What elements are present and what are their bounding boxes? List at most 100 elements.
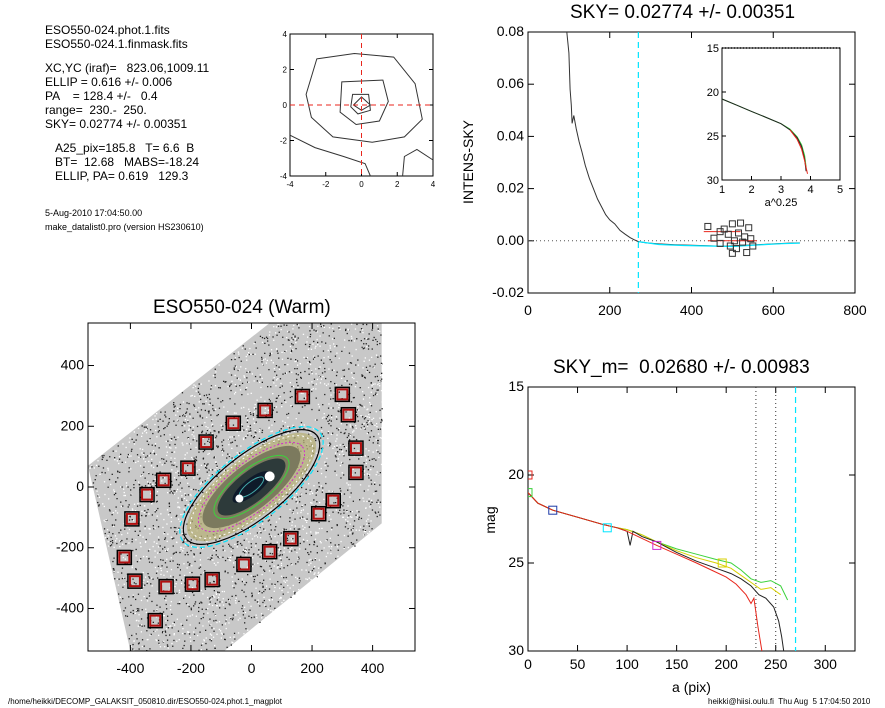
noise-dot <box>204 409 206 412</box>
noise-dot <box>232 617 234 619</box>
noise-dot <box>218 431 220 433</box>
mag-x-tick-label: 250 <box>764 656 788 672</box>
noise-dot <box>255 432 257 434</box>
noise-dot <box>195 615 197 617</box>
noise-dot <box>143 452 145 454</box>
noise-dot <box>193 437 196 439</box>
noise-dot <box>141 485 143 488</box>
noise-dot <box>347 484 349 486</box>
noise-dot <box>101 471 103 474</box>
noise-dot <box>340 493 343 495</box>
noise-dot <box>273 584 276 586</box>
footer-user-date: heikki@hiisi.oulu.fi Thu Aug 5 17:04:50 … <box>708 697 871 706</box>
noise-dot <box>130 549 133 551</box>
noise-dot <box>291 547 293 549</box>
noise-dot <box>200 589 202 592</box>
noise-dot <box>248 408 250 410</box>
noise-dot <box>316 545 318 547</box>
contour-line <box>305 52 423 143</box>
noise-dot <box>304 548 307 550</box>
noise-dot <box>215 435 218 437</box>
noise-dot <box>215 614 217 616</box>
noise-dot <box>247 354 249 356</box>
noise-dot <box>192 426 194 428</box>
noise-dot <box>248 381 250 383</box>
noise-dot <box>290 358 292 360</box>
noise-dot <box>146 440 148 442</box>
noise-dot <box>275 326 278 328</box>
noise-dot <box>152 418 154 421</box>
noise-dot <box>362 348 364 350</box>
noise-dot <box>205 394 208 396</box>
noise-dot <box>213 562 215 564</box>
noise-dot <box>181 546 183 549</box>
noise-dot <box>275 349 278 351</box>
noise-dot <box>169 634 171 636</box>
noise-dot <box>320 378 322 380</box>
noise-dot <box>250 605 252 607</box>
noise-dot <box>160 559 162 561</box>
noise-dot <box>381 363 383 365</box>
noise-dot <box>135 568 137 571</box>
noise-dot <box>332 511 334 513</box>
noise-dot <box>315 388 317 390</box>
noise-dot <box>254 430 256 432</box>
noise-dot <box>301 406 304 408</box>
noise-dot <box>352 532 354 534</box>
noise-dot <box>349 439 351 441</box>
noise-dot <box>263 528 265 530</box>
noise-dot <box>207 440 209 442</box>
sky-y-tick-label: -0.02 <box>492 284 524 300</box>
noise-dot <box>184 504 187 507</box>
noise-dot <box>279 430 281 432</box>
noise-dot <box>261 337 264 339</box>
noise-dot <box>291 396 293 398</box>
noise-dot <box>154 474 156 476</box>
noise-dot <box>354 472 356 474</box>
noise-dot <box>178 569 181 571</box>
noise-dot <box>377 442 379 444</box>
noise-dot <box>193 405 196 407</box>
noise-dot <box>179 569 181 571</box>
noise-dot <box>291 524 293 526</box>
noise-dot <box>236 430 238 433</box>
noise-dot <box>332 407 334 409</box>
noise-dot <box>307 336 309 338</box>
noise-dot <box>305 578 307 580</box>
noise-dot <box>377 328 379 330</box>
mag-x-tick-label: 150 <box>665 656 689 672</box>
noise-dot <box>238 353 240 355</box>
sky-clip <box>528 32 855 293</box>
noise-dot <box>340 504 342 506</box>
noise-dot <box>356 539 358 541</box>
noise-dot <box>183 644 185 647</box>
noise-dot <box>132 609 134 612</box>
noise-dot <box>252 436 255 439</box>
noise-dot <box>216 465 218 467</box>
noise-dot <box>366 337 368 339</box>
noise-dot <box>242 610 244 612</box>
noise-dot <box>184 493 186 495</box>
noise-dot <box>380 463 383 466</box>
noise-dot <box>145 456 147 458</box>
noise-dot <box>170 438 172 440</box>
noise-dot <box>251 595 253 598</box>
noise-dot <box>369 397 371 399</box>
noise-dot <box>287 584 289 587</box>
noise-dot <box>164 411 166 413</box>
noise-dot <box>282 344 284 346</box>
noise-dot <box>203 394 205 397</box>
noise-dot <box>128 542 130 544</box>
noise-dot <box>136 638 138 640</box>
noise-dot <box>162 615 164 617</box>
noise-dot <box>312 387 314 390</box>
noise-dot <box>308 553 310 556</box>
noise-dot <box>121 461 123 463</box>
noise-dot <box>309 493 311 495</box>
noise-dot <box>330 529 333 531</box>
noise-dot <box>130 645 132 647</box>
noise-dot <box>101 455 103 457</box>
noise-dot <box>130 468 132 470</box>
noise-dot <box>343 509 345 511</box>
noise-dot <box>161 632 164 634</box>
